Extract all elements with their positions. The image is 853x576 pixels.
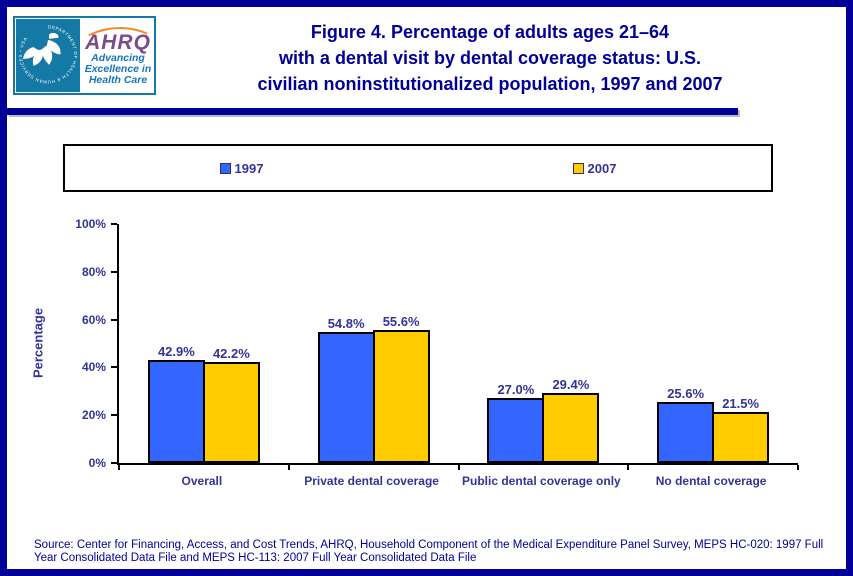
- bar-value-label: 42.9%: [157, 344, 195, 359]
- ahrq-tagline-line1: Advancing: [91, 51, 145, 64]
- bar-value-label: 29.4%: [552, 377, 590, 392]
- bar-groups: 42.9% 42.2% 54.8% 55.6% 27.0% 29.4% 25.6% 21.5%: [119, 224, 798, 463]
- bar-group-3: 27.0% 29.4%: [459, 224, 629, 463]
- bar-2007: 55.6%: [372, 314, 430, 463]
- legend-item-1997: 1997: [65, 146, 418, 190]
- x-axis-tick-mark: [287, 465, 290, 470]
- x-axis-tick-mark: [118, 465, 120, 470]
- bar-value-label: 21.5%: [722, 396, 760, 411]
- legend-item-2007: 2007: [418, 146, 771, 190]
- y-axis-tick-label: 0%: [88, 456, 106, 470]
- y-axis-tick-label: 20%: [81, 408, 106, 423]
- plot-area: 42.9% 42.2% 54.8% 55.6% 27.0% 29.4% 25.6% 21.5%…: [75, 217, 799, 470]
- y-axis-tick-mark: [111, 366, 117, 369]
- category-label: Overall: [181, 474, 223, 488]
- ahrq-arc-icon: [88, 26, 148, 36]
- bar-1997: 25.6%: [657, 386, 715, 463]
- y-axis-tick-mark: [111, 462, 117, 464]
- x-axis-tick-mark: [457, 465, 460, 470]
- y-axis-tick-label: 80%: [81, 264, 106, 279]
- ahrq-hhs-logo: DEPARTMENT OF HEALTH & HUMAN SERVICES • …: [13, 16, 156, 95]
- x-axis-tick-mark: [627, 465, 630, 470]
- legend-marker-1997: [219, 162, 231, 174]
- ahrq-logo-text: AHRQ: [85, 30, 151, 54]
- figure-title: Figure 4. Percentage of adults ages 21–6…: [140, 19, 840, 97]
- y-axis-tick-label: 60%: [81, 312, 106, 327]
- bar-group-4: 25.6% 21.5%: [628, 224, 798, 463]
- chart-legend: 1997 2007: [63, 144, 773, 192]
- y-axis-tick-mark: [111, 318, 117, 321]
- y-axis-tick-mark: [111, 270, 117, 273]
- figure-title-line1: Figure 4. Percentage of adults ages 21–6…: [310, 22, 670, 42]
- bar-2007: 21.5%: [712, 396, 770, 463]
- legend-label-2007: 2007: [587, 160, 617, 176]
- figure-title-line3: civilian noninstitutionalized population…: [257, 74, 723, 94]
- header-divider-bar: [7, 108, 738, 115]
- y-axis-tick-mark: [111, 223, 117, 225]
- bar-value-label: 27.0%: [497, 382, 535, 397]
- bar-group-2: 54.8% 55.6%: [289, 224, 459, 463]
- y-axis-tick-mark: [111, 414, 117, 417]
- bar-1997: 27.0%: [487, 382, 545, 463]
- source-note: Source: Center for Financing, Access, an…: [34, 539, 824, 564]
- bar-value-label: 42.2%: [212, 346, 250, 361]
- hhs-logo-panel: DEPARTMENT OF HEALTH & HUMAN SERVICES • …: [16, 19, 80, 92]
- bar-value-label: 54.8%: [327, 316, 365, 331]
- legend-marker-2007: [572, 162, 584, 174]
- category-label: Public dental coverage only: [462, 474, 621, 488]
- bar-value-label: 55.6%: [382, 314, 420, 329]
- y-axis-tick-label: 40%: [81, 360, 106, 375]
- figure-title-line2: with a dental visit by dental coverage s…: [278, 48, 702, 68]
- bar-1997: 42.9%: [147, 344, 205, 463]
- ahrq-tagline-line3: Health Care: [88, 73, 148, 86]
- hhs-eagle-icon: DEPARTMENT OF HEALTH & HUMAN SERVICES • …: [18, 24, 78, 84]
- bar-2007: 29.4%: [542, 377, 600, 463]
- x-axis-tick-mark: [797, 465, 799, 470]
- ahrq-tagline-line2: Excellence in: [84, 62, 152, 75]
- bar-group-1: 42.9% 42.2%: [119, 224, 289, 463]
- y-axis-tick-label: 100%: [75, 217, 106, 231]
- y-axis-title: Percentage: [30, 307, 46, 379]
- bar-value-label: 25.6%: [667, 386, 705, 401]
- bar-2007: 42.2%: [202, 346, 260, 463]
- category-label: No dental coverage: [655, 474, 767, 488]
- ahrq-logo-panel: AHRQ Advancing Excellence in Health Care: [81, 18, 155, 93]
- category-label: Private dental coverage: [304, 474, 439, 488]
- legend-label-1997: 1997: [234, 160, 264, 176]
- x-axis-category-labels: Overall Private dental coverage Public den…: [117, 474, 796, 489]
- bar-1997: 54.8%: [317, 316, 375, 463]
